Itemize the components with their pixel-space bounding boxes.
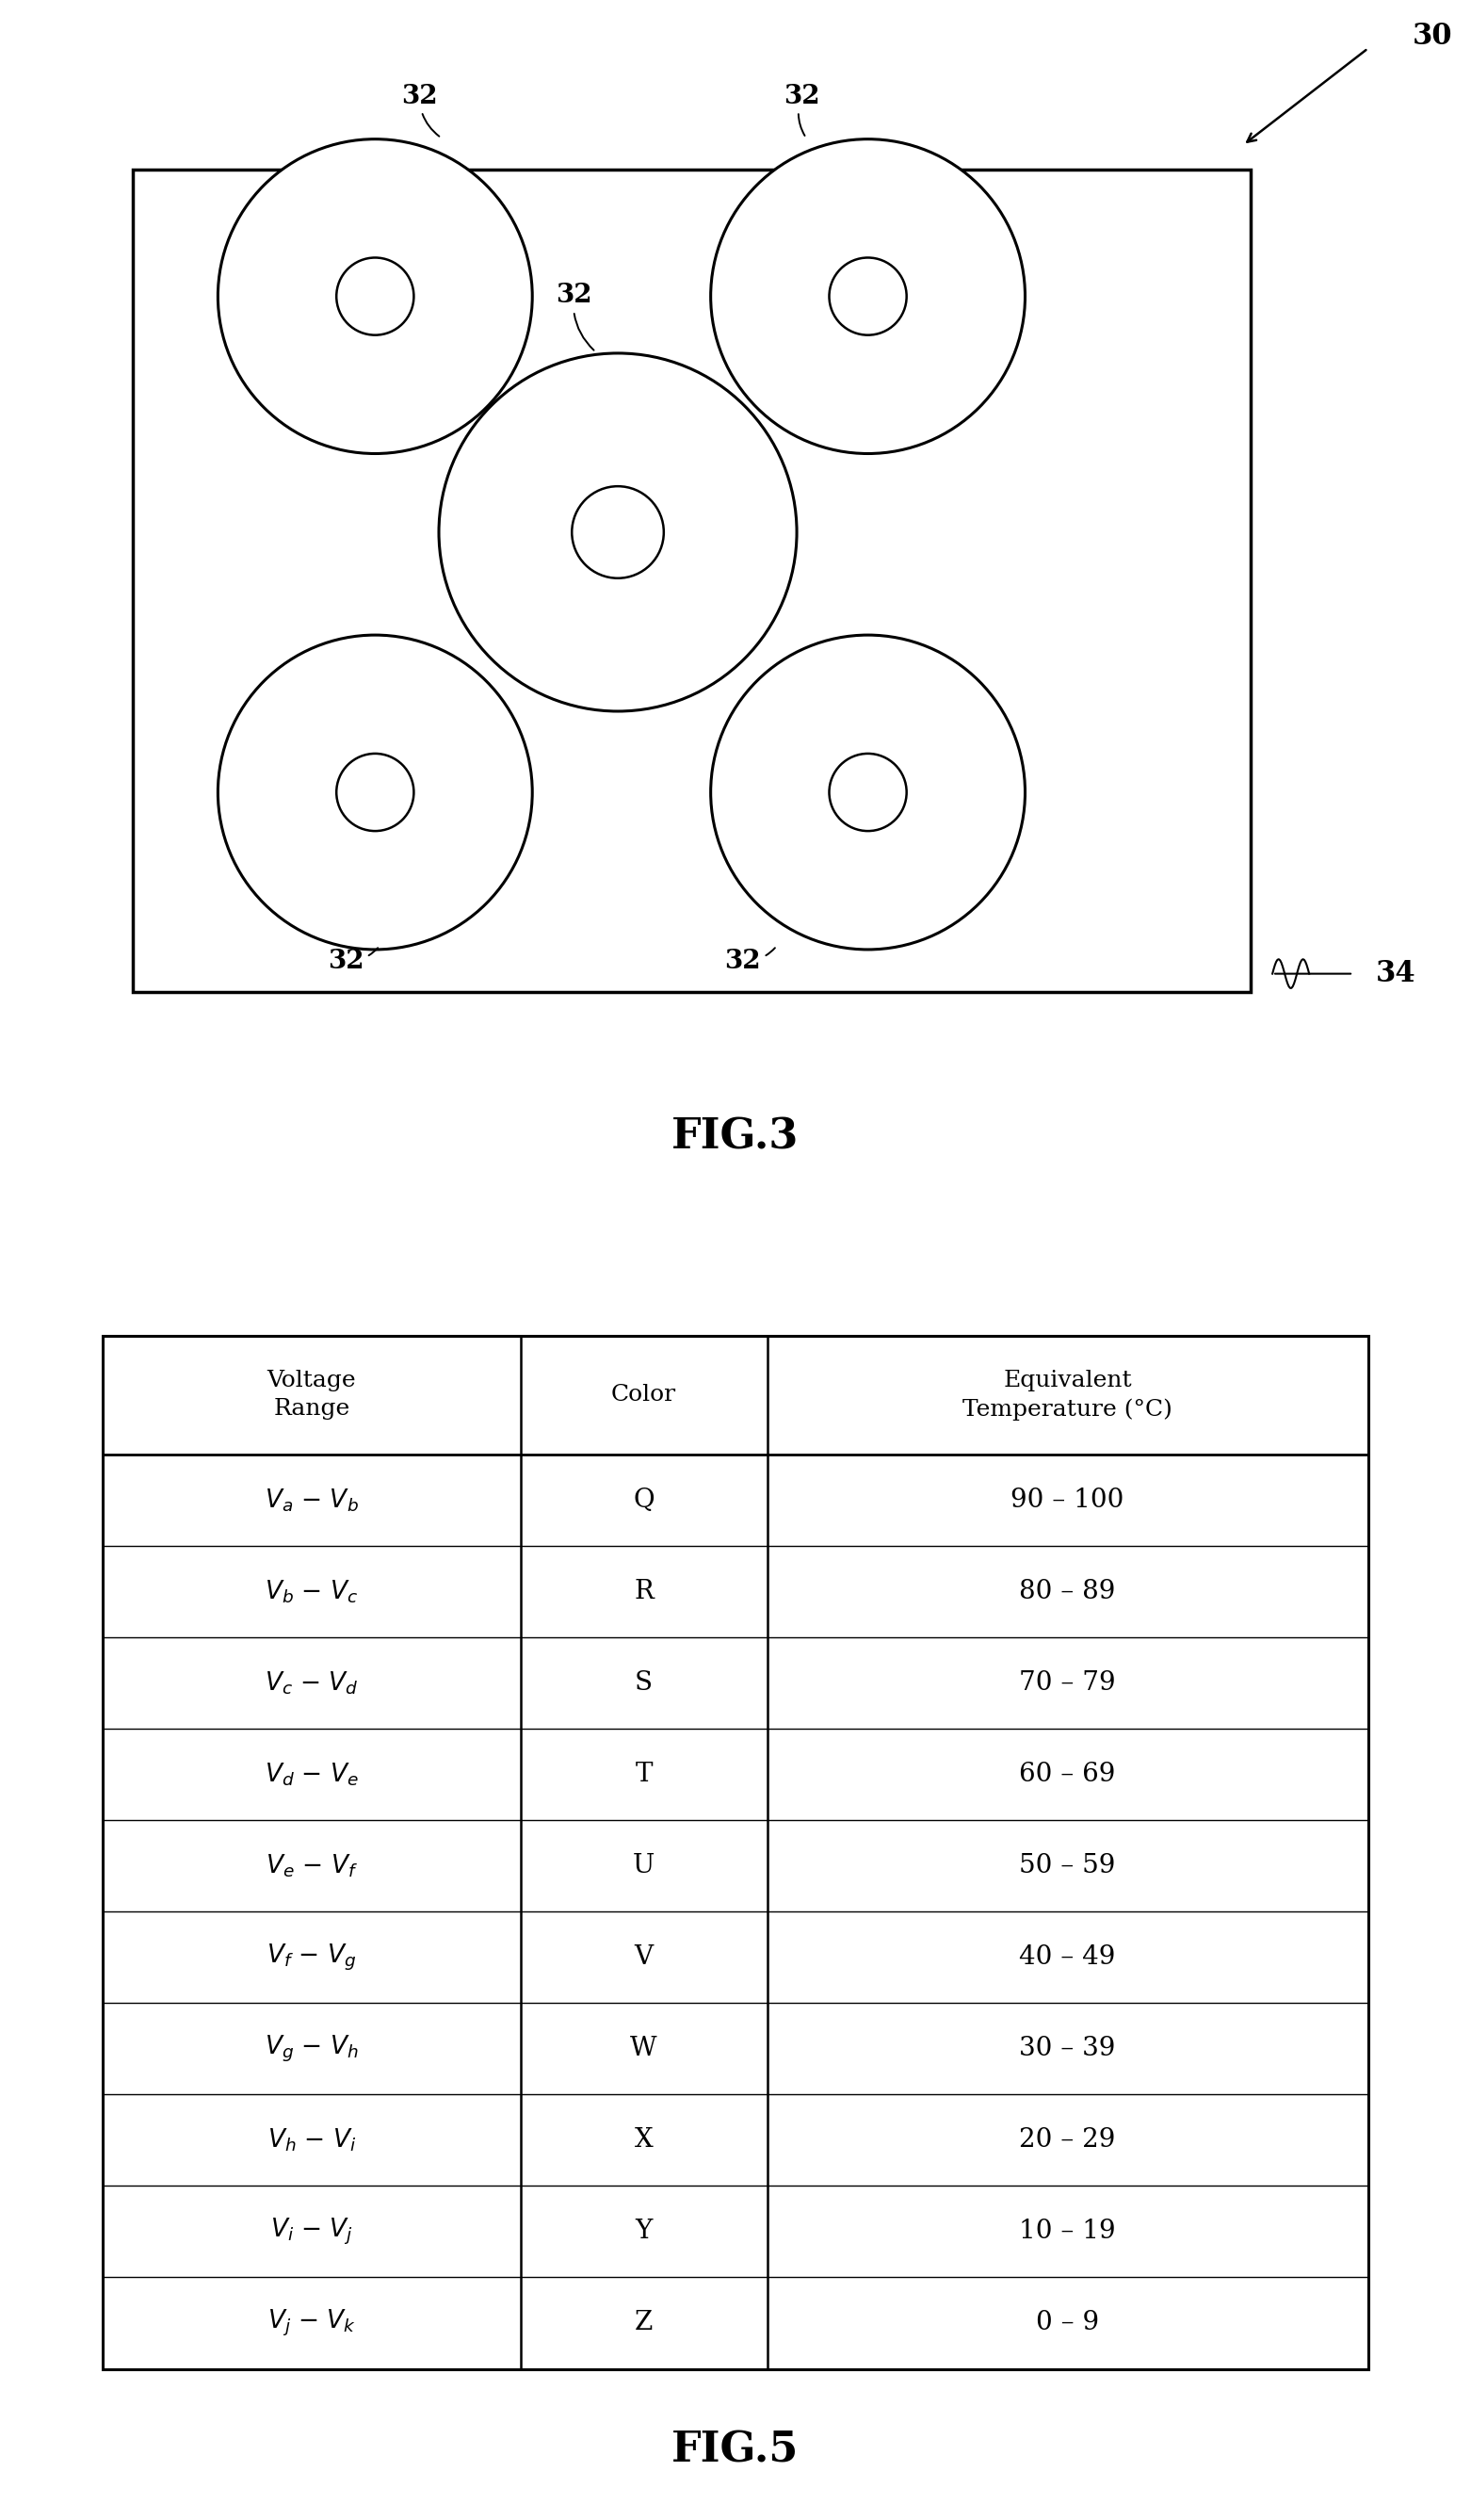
Text: 60 – 69: 60 – 69 <box>1019 1761 1116 1787</box>
Text: T: T <box>635 1761 653 1787</box>
Ellipse shape <box>830 753 906 832</box>
Text: $V_{h}$ $-$ $V_{i}$: $V_{h}$ $-$ $V_{i}$ <box>268 2127 356 2155</box>
Text: Z: Z <box>634 2311 653 2336</box>
Text: 32: 32 <box>328 948 378 973</box>
Text: U: U <box>633 1852 655 1877</box>
Text: $V_{a}$ $-$ $V_{b}$: $V_{a}$ $-$ $V_{b}$ <box>265 1487 359 1515</box>
Text: R: R <box>634 1580 653 1605</box>
Text: Y: Y <box>635 2220 653 2245</box>
Text: X: X <box>634 2127 653 2152</box>
Ellipse shape <box>337 257 413 335</box>
Text: $V_{f}$ $-$ $V_{g}$: $V_{f}$ $-$ $V_{g}$ <box>266 1943 356 1973</box>
Text: 90 – 100: 90 – 100 <box>1011 1487 1124 1512</box>
Text: V: V <box>634 1945 653 1971</box>
Text: 80 – 89: 80 – 89 <box>1019 1580 1116 1605</box>
Text: 40 – 49: 40 – 49 <box>1019 1945 1116 1971</box>
Text: $V_{c}$ $-$ $V_{d}$: $V_{c}$ $-$ $V_{d}$ <box>265 1671 359 1696</box>
Text: 32: 32 <box>784 83 819 136</box>
Text: FIG.5: FIG.5 <box>672 2429 799 2472</box>
Text: 32: 32 <box>402 83 440 136</box>
Text: Q: Q <box>633 1487 655 1512</box>
Ellipse shape <box>218 635 533 950</box>
Text: $V_{j}$ $-$ $V_{k}$: $V_{j}$ $-$ $V_{k}$ <box>268 2308 356 2339</box>
Ellipse shape <box>710 139 1025 454</box>
Text: 32: 32 <box>556 282 594 350</box>
Ellipse shape <box>710 635 1025 950</box>
Text: 30: 30 <box>1412 23 1452 50</box>
Text: 70 – 79: 70 – 79 <box>1019 1671 1116 1696</box>
Text: FIG.3: FIG.3 <box>672 1116 799 1157</box>
Text: $V_{g}$ $-$ $V_{h}$: $V_{g}$ $-$ $V_{h}$ <box>265 2034 359 2064</box>
Text: $V_{d}$ $-$ $V_{e}$: $V_{d}$ $-$ $V_{e}$ <box>265 1761 359 1787</box>
Text: 30 – 39: 30 – 39 <box>1019 2036 1116 2061</box>
Text: 0 – 9: 0 – 9 <box>1036 2311 1099 2336</box>
Text: 50 – 59: 50 – 59 <box>1019 1852 1116 1877</box>
Ellipse shape <box>337 753 413 832</box>
Bar <box>132 169 1250 993</box>
Text: $V_{b}$ $-$ $V_{c}$: $V_{b}$ $-$ $V_{c}$ <box>265 1578 359 1605</box>
Text: 20 – 29: 20 – 29 <box>1019 2127 1116 2152</box>
Ellipse shape <box>438 353 797 711</box>
Ellipse shape <box>572 486 663 577</box>
Text: $V_{e}$ $-$ $V_{f}$: $V_{e}$ $-$ $V_{f}$ <box>266 1852 357 1880</box>
Text: 32: 32 <box>725 948 775 973</box>
Text: Equivalent
Temperature (°C): Equivalent Temperature (°C) <box>962 1368 1172 1421</box>
Ellipse shape <box>830 257 906 335</box>
Text: Color: Color <box>612 1383 677 1406</box>
Text: W: W <box>630 2036 658 2061</box>
Text: Voltage
Range: Voltage Range <box>268 1371 356 1421</box>
Text: 34: 34 <box>1375 960 1415 988</box>
Text: S: S <box>635 1671 653 1696</box>
Text: 10 – 19: 10 – 19 <box>1019 2220 1116 2245</box>
Text: $V_{i}$ $-$ $V_{j}$: $V_{i}$ $-$ $V_{j}$ <box>271 2218 353 2248</box>
Bar <box>103 1336 1368 2369</box>
Ellipse shape <box>218 139 533 454</box>
